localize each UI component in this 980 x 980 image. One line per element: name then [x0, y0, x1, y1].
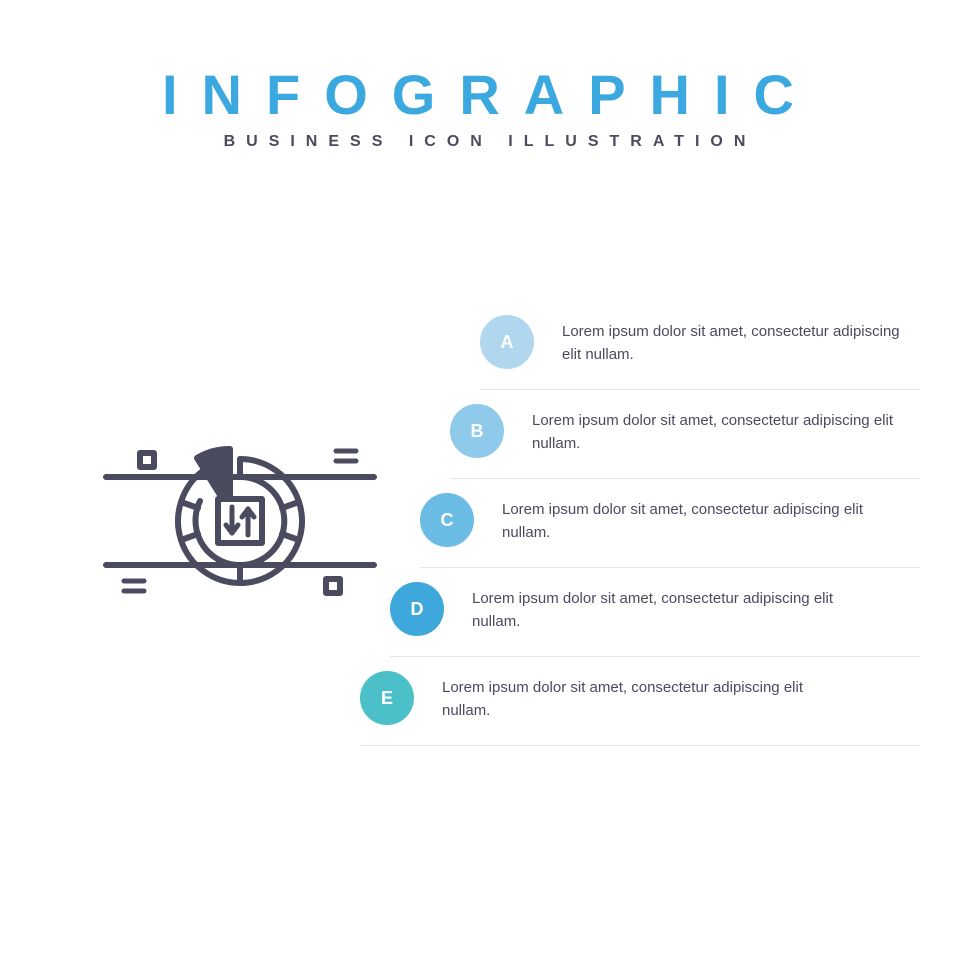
step-item: C Lorem ipsum dolor sit amet, consectetu… [420, 479, 920, 568]
step-text: Lorem ipsum dolor sit amet, consectetur … [532, 404, 920, 455]
step-item: E Lorem ipsum dolor sit amet, consectetu… [360, 657, 920, 746]
step-badge: B [450, 404, 504, 458]
page-subtitle: BUSINESS ICON ILLUSTRATION [0, 133, 980, 151]
step-list: A Lorem ipsum dolor sit amet, consectetu… [360, 301, 920, 746]
step-text: Lorem ipsum dolor sit amet, consectetur … [472, 582, 872, 633]
step-text: Lorem ipsum dolor sit amet, consectetur … [502, 493, 902, 544]
header: INFOGRAPHIC BUSINESS ICON ILLUSTRATION [0, 0, 980, 151]
step-badge: A [480, 315, 534, 369]
step-item: D Lorem ipsum dolor sit amet, consectetu… [390, 568, 920, 657]
page-title: INFOGRAPHIC [0, 62, 980, 127]
step-text: Lorem ipsum dolor sit amet, consectetur … [562, 315, 920, 366]
step-item: B Lorem ipsum dolor sit amet, consectetu… [450, 390, 920, 479]
step-badge: C [420, 493, 474, 547]
step-item: A Lorem ipsum dolor sit amet, consectetu… [480, 301, 920, 390]
step-text: Lorem ipsum dolor sit amet, consectetur … [442, 671, 842, 722]
step-badge: D [390, 582, 444, 636]
hero-pie-chart-icon [100, 421, 380, 621]
main-content: A Lorem ipsum dolor sit amet, consectetu… [0, 301, 980, 901]
step-badge: E [360, 671, 414, 725]
